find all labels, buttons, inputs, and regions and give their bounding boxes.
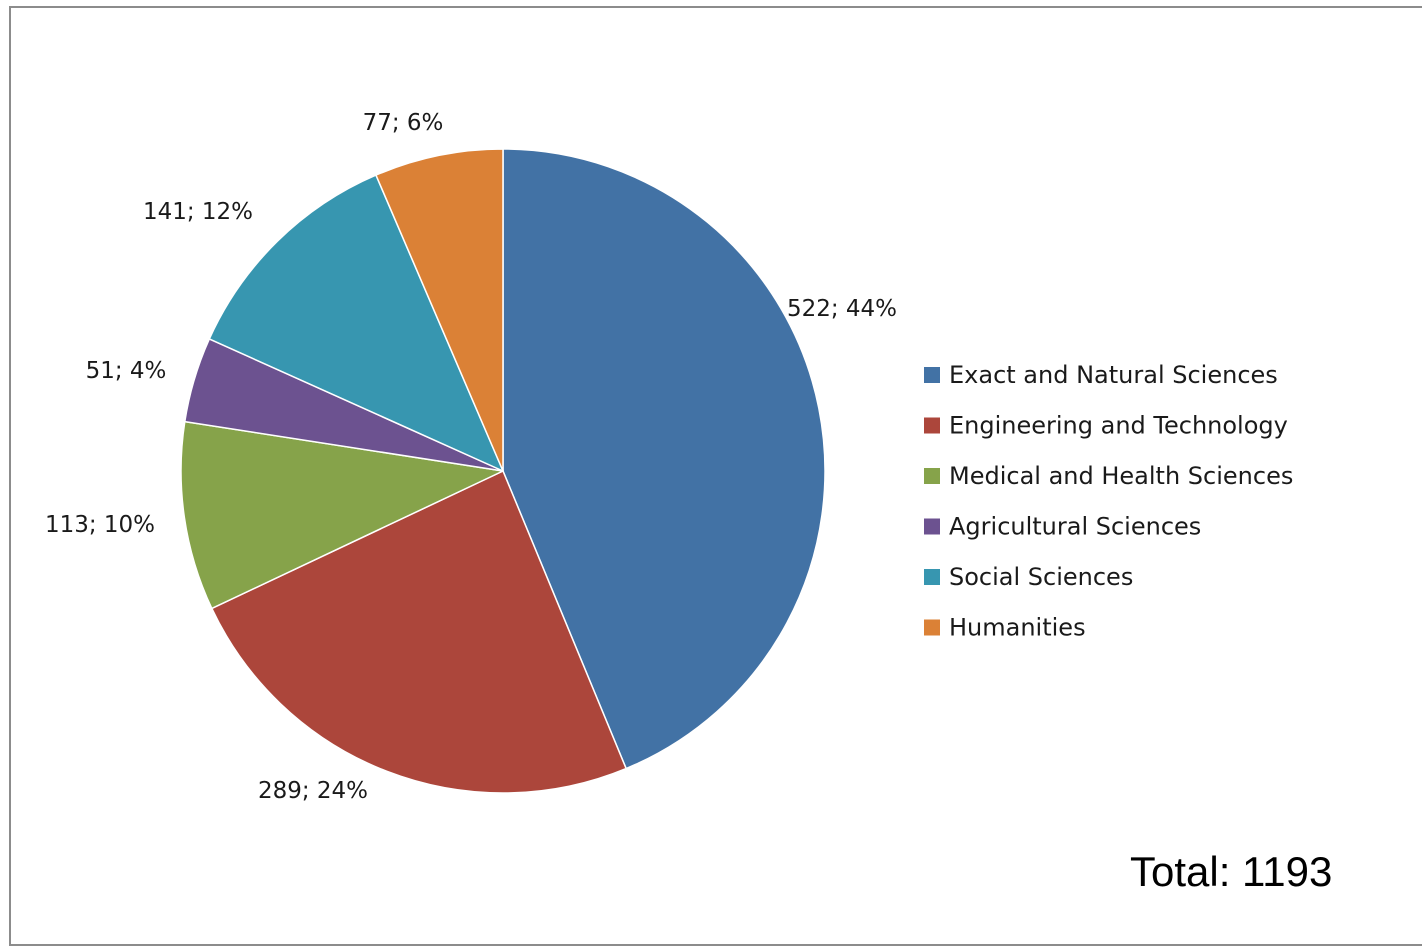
data-label-engineering-and-technology: 289; 24% bbox=[258, 778, 368, 804]
pie-slice-medical-and-health-sciences bbox=[180, 420, 504, 610]
legend-label-medical-and-health-sciences: Medical and Health Sciences bbox=[949, 462, 1293, 490]
legend-label-engineering-and-technology: Engineering and Technology bbox=[949, 412, 1288, 440]
legend-label-exact-and-natural-sciences: Exact and Natural Sciences bbox=[949, 361, 1278, 389]
pie-slices bbox=[180, 148, 826, 794]
data-label-agricultural-sciences: 51; 4% bbox=[86, 358, 167, 384]
legend-label-humanities: Humanities bbox=[949, 614, 1086, 642]
legend-label-agricultural-sciences: Agricultural Sciences bbox=[949, 513, 1201, 541]
legend-swatch-agricultural-sciences bbox=[924, 518, 940, 535]
pie-slice-exact-and-natural-sciences bbox=[502, 148, 826, 770]
legend-label-social-sciences: Social Sciences bbox=[949, 563, 1133, 591]
legend-swatch-medical-and-health-sciences bbox=[924, 468, 940, 484]
pie-slice-social-sciences bbox=[208, 174, 504, 472]
data-label-humanities: 77; 6% bbox=[363, 110, 444, 136]
data-label-social-sciences: 141; 12% bbox=[143, 199, 253, 225]
legend-swatch-engineering-and-technology bbox=[924, 417, 940, 434]
data-label-medical-and-health-sciences: 113; 10% bbox=[45, 512, 155, 538]
legend: Exact and Natural Sciences Engineering an… bbox=[924, 361, 1293, 642]
pie-slice-engineering-and-technology bbox=[211, 470, 627, 794]
data-label-exact-and-natural-sciences: 522; 44% bbox=[787, 296, 897, 322]
legend-swatch-social-sciences bbox=[924, 569, 940, 585]
pie-slice-humanities bbox=[375, 148, 504, 472]
total-annotation: Total: 1193 bbox=[1130, 848, 1333, 895]
pie-data-labels: 522; 44% 289; 24% 113; 10% 51; 4% 141; 12% 77… bbox=[45, 110, 897, 804]
legend-swatch-exact-and-natural-sciences bbox=[924, 367, 940, 383]
legend-swatch-humanities bbox=[924, 619, 940, 636]
